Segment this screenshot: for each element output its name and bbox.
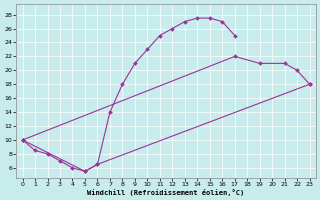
- X-axis label: Windchill (Refroidissement éolien,°C): Windchill (Refroidissement éolien,°C): [87, 189, 245, 196]
